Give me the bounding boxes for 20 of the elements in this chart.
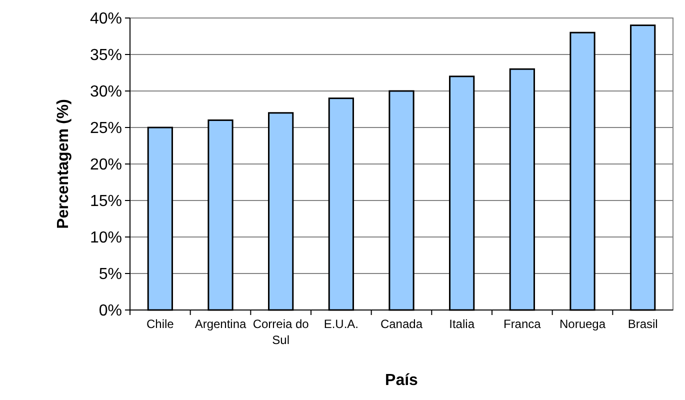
x-tick-label: Italia (449, 317, 475, 331)
y-tick-label: 35% (90, 47, 122, 64)
y-tick-label: 10% (90, 230, 122, 247)
y-tick-label: 25% (90, 120, 122, 138)
x-axis-title: País (385, 372, 418, 389)
y-axis-title: Percentagem (%) (55, 99, 72, 229)
x-tick-label: Noruega (559, 317, 606, 331)
y-tick-label: 0% (98, 302, 122, 320)
x-tick-label: Brasil (628, 317, 658, 331)
y-tick-label: 15% (90, 193, 122, 210)
y-tick-label: 30% (90, 84, 122, 101)
y-tick-label: 40% (90, 10, 122, 28)
x-tick-label: E.U.A. (324, 317, 359, 331)
y-tick-label: 20% (90, 156, 122, 174)
x-tick-label: Chile (146, 317, 174, 331)
y-tick-label: 5% (98, 266, 122, 284)
x-tick-label: Canada (380, 317, 423, 331)
x-tick-label: Argentina (194, 317, 247, 331)
x-tick-label: Franca (503, 317, 542, 331)
x-tick-label: Correia do Sul (252, 317, 310, 347)
